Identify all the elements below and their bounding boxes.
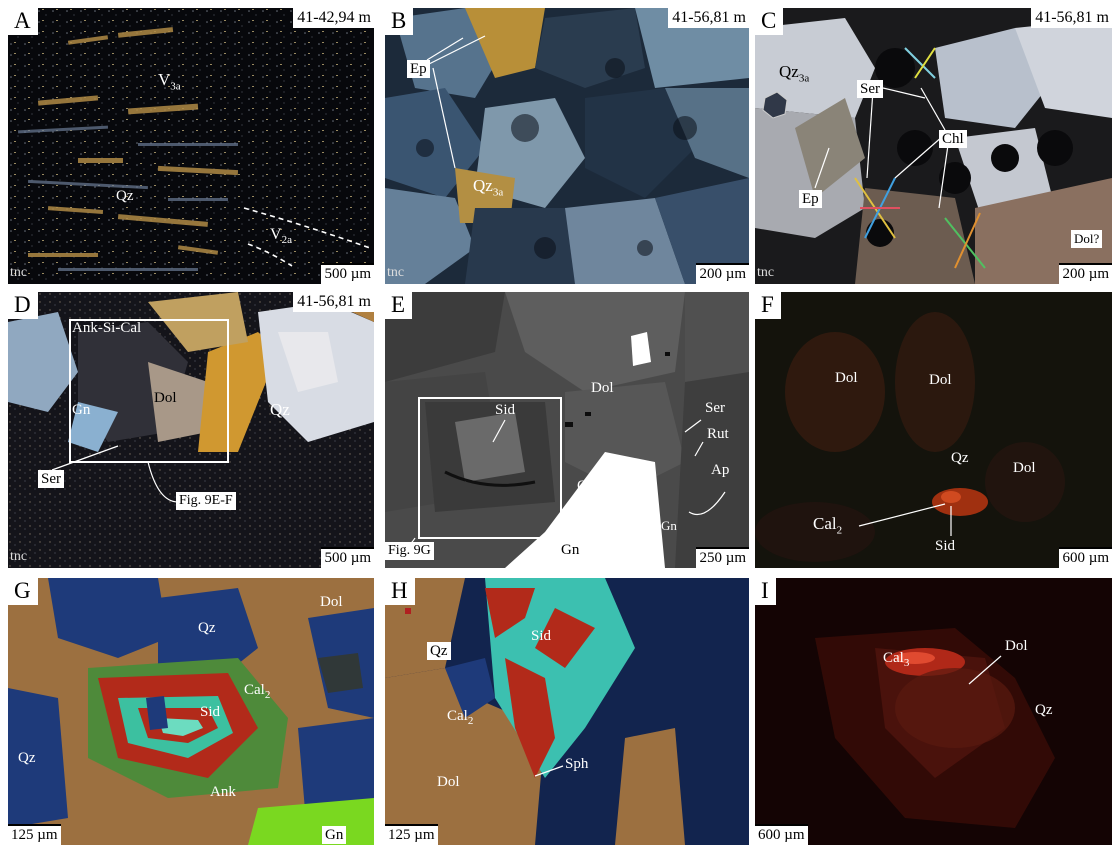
- scale-bar: 600 µm: [755, 824, 808, 845]
- label-dol-3: Dol: [1013, 460, 1036, 476]
- label-cal3: Cal3: [883, 650, 910, 669]
- tnc-label: tnc: [757, 265, 775, 280]
- label-qz: Qz: [270, 400, 290, 419]
- panel-i: I Cal3 Dol Qz 600 µm: [755, 578, 1112, 845]
- label-ser: Ser: [857, 80, 883, 98]
- label-qz: Qz: [427, 642, 451, 660]
- label-sph: Sph: [565, 756, 589, 772]
- label-qz: Qz: [1035, 702, 1053, 718]
- micrograph-b: [385, 8, 749, 284]
- label-qz: Qz: [577, 478, 595, 494]
- depth-label: 41-56,81 m: [668, 8, 749, 28]
- scale-bar: 500 µm: [321, 547, 374, 568]
- label-cal2: Cal2: [244, 682, 271, 701]
- panel-d: D 41-56,81 m Ank-Si-Cal Gn Dol Qz Ser Fi…: [8, 292, 374, 568]
- panel-letter: B: [385, 8, 414, 35]
- label-qz: Qz: [951, 450, 969, 466]
- label-ep: Ep: [407, 60, 430, 78]
- tnc-label: tnc: [387, 265, 405, 280]
- depth-label: 41-56,81 m: [1031, 8, 1112, 28]
- label-dol: Dol: [320, 594, 343, 610]
- label-sid: Sid: [495, 402, 516, 418]
- label-fig-ref: Fig. 9G: [385, 542, 434, 560]
- tnc-label: tnc: [10, 265, 28, 280]
- micrograph-i: [755, 578, 1112, 845]
- panel-letter: G: [8, 578, 38, 605]
- scale-bar: 250 µm: [696, 547, 749, 568]
- tnc-label: tnc: [10, 549, 28, 564]
- panel-letter: C: [755, 8, 784, 35]
- panel-h: H Qz Sid Cal2 Sph Dol 125 µm: [385, 578, 749, 845]
- panel-letter: D: [8, 292, 38, 319]
- panel-letter: I: [755, 578, 776, 605]
- label-sid: Sid: [200, 704, 221, 720]
- label-dol: Dol: [154, 390, 177, 406]
- scale-bar: 125 µm: [8, 824, 61, 845]
- label-gn: Gn: [561, 542, 580, 558]
- panel-a: A 41-42,94 m V3a Qz V2a tnc 500 µm: [8, 8, 374, 284]
- label-qz3a: Qz3a: [779, 62, 810, 85]
- label-dol: Dol?: [1071, 230, 1103, 248]
- depth-label: 41-42,94 m: [293, 8, 374, 28]
- micrograph-e: [385, 292, 749, 568]
- label-qz3a: Qz3a: [473, 176, 504, 199]
- panel-e: E Dol Sid Ser Rut Ap Qz Gn Gn Fig. 9G 25…: [385, 292, 749, 568]
- panel-letter: H: [385, 578, 415, 605]
- label-gn: Gn: [72, 402, 91, 418]
- label-qz: Qz: [116, 188, 134, 204]
- scale-bar: 200 µm: [696, 263, 749, 284]
- micrograph-f: [755, 292, 1112, 568]
- scale-bar: 600 µm: [1059, 547, 1112, 568]
- micrograph-a: [8, 8, 374, 284]
- scale-bar: 500 µm: [321, 263, 374, 284]
- label-ank-si-cal: Ank-Si-Cal: [72, 320, 142, 336]
- panel-letter: F: [755, 292, 781, 319]
- micrograph-c: [755, 8, 1112, 284]
- panel-letter: E: [385, 292, 413, 319]
- panel-b: B 41-56,81 m Ep Qz3a tnc 200 µm: [385, 8, 749, 284]
- label-dol: Dol: [1005, 638, 1028, 654]
- scale-bar: 200 µm: [1059, 263, 1112, 284]
- panel-f: F Dol Dol Qz Dol Cal2 Sid 600 µm: [755, 292, 1112, 568]
- label-gn-small: Gn: [661, 518, 677, 533]
- label-cal2: Cal2: [813, 514, 843, 537]
- panel-c: C 41-56,81 m Qz3a Ser Chl Ep Dol? tnc 20…: [755, 8, 1112, 284]
- label-dol: Dol: [591, 380, 614, 396]
- label-ser: Ser: [38, 470, 64, 488]
- label-rut: Rut: [707, 426, 729, 442]
- label-v3a: V3a: [158, 70, 181, 93]
- label-sid: Sid: [531, 628, 552, 644]
- label-ank: Ank: [210, 784, 236, 800]
- micrograph-d: [8, 292, 374, 568]
- label-cal2: Cal2: [447, 708, 474, 727]
- micrograph-g: [8, 578, 374, 845]
- label-fig-ref: Fig. 9E-F: [176, 492, 236, 510]
- label-v2a: V2a: [270, 226, 292, 247]
- label-qz-2: Qz: [18, 750, 36, 766]
- label-dol: Dol: [437, 774, 460, 790]
- panel-letter: A: [8, 8, 38, 35]
- label-ap: Ap: [711, 462, 730, 478]
- panel-g: G Dol Qz Cal2 Sid Qz Ank Gn 125 µm: [8, 578, 374, 845]
- scale-bar: 125 µm: [385, 824, 438, 845]
- label-chl: Chl: [939, 130, 967, 148]
- label-dol-1: Dol: [835, 370, 858, 386]
- label-gn: Gn: [322, 826, 347, 844]
- micrograph-h: [385, 578, 749, 845]
- label-dol-2: Dol: [929, 372, 952, 388]
- depth-label: 41-56,81 m: [293, 292, 374, 312]
- label-sid: Sid: [935, 538, 956, 554]
- label-ep: Ep: [799, 190, 822, 208]
- label-qz-1: Qz: [198, 620, 216, 636]
- label-ser: Ser: [705, 400, 725, 416]
